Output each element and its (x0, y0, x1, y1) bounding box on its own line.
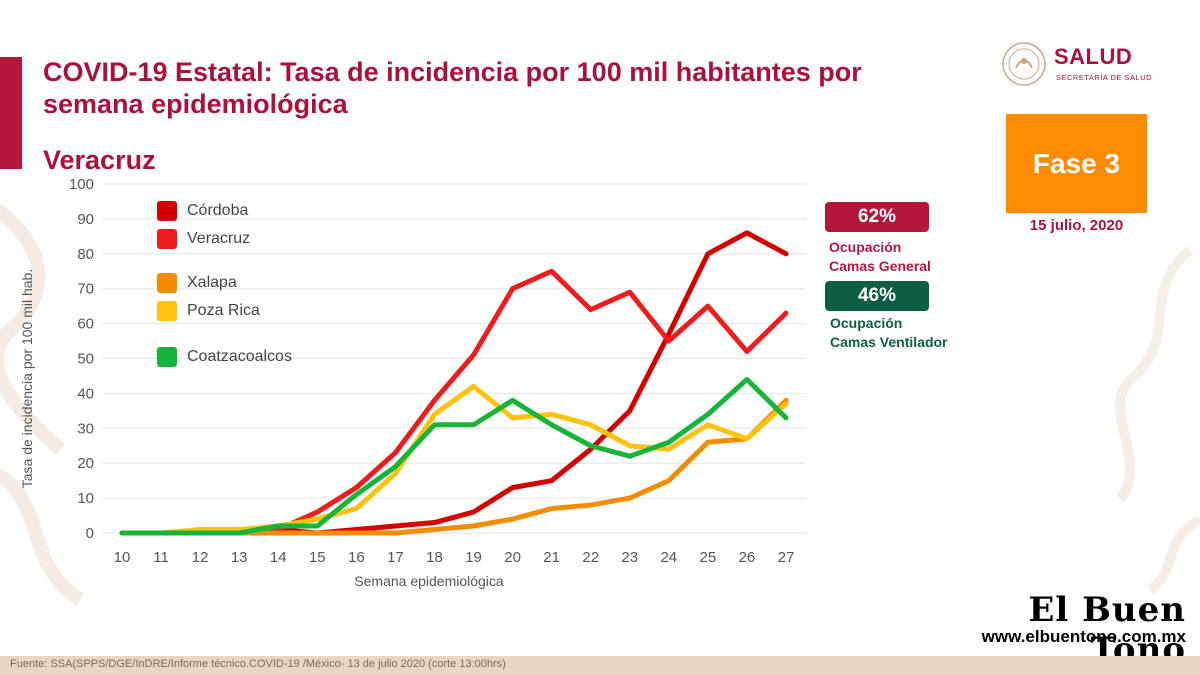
x-tick-label: 10 (114, 549, 131, 566)
chart-legend: Córdoba Veracruz Xalapa Poza Rica Coatzacoal… (157, 200, 357, 380)
x-tick-label: 27 (778, 549, 795, 566)
brand-url: www.elbuentono.com.mx (981, 627, 1186, 646)
x-tick-label: 11 (153, 549, 169, 566)
x-tick-label: 24 (660, 549, 677, 566)
legend-label: Xalapa (187, 274, 237, 291)
y-tick-label: 10 (77, 490, 94, 507)
page-title: COVID-19 Estatal: Tasa de incidencia por… (43, 57, 862, 119)
source-note: Fuente: SSA(SPPS/DGE/InDRE/Informe técni… (10, 658, 506, 670)
x-tick-label: 25 (700, 549, 717, 566)
y-tick-label: 40 (77, 385, 94, 402)
occupancy-ventilator-badge: 46% (825, 281, 929, 311)
x-tick-label: 14 (270, 549, 287, 566)
occupancy-general-badge: 62% (825, 202, 929, 232)
y-tick-label: 20 (77, 455, 94, 472)
y-tick-label: 0 (86, 525, 94, 542)
occupancy-ventilator-label: Ocupación Camas Ventilador (830, 314, 1030, 352)
x-tick-label: 12 (192, 549, 209, 566)
footer-bar: Fuente: SSA(SPPS/DGE/InDRE/Informe técni… (0, 656, 1200, 675)
legend-label: Poza Rica (187, 302, 260, 319)
x-tick-label: 16 (348, 549, 365, 566)
legend-item: Córdoba (157, 200, 248, 222)
x-tick-label: 26 (739, 549, 756, 566)
occupancy-general-label-line2: Camas General (829, 258, 931, 274)
occupancy-ventilator-label-line2: Camas Ventilador (830, 334, 948, 350)
y-tick-label: 80 (77, 246, 94, 263)
x-tick-label: 20 (504, 549, 521, 566)
y-tick-label: 30 (77, 420, 94, 437)
y-tick-label: 50 (77, 351, 94, 368)
accent-bar (0, 57, 22, 169)
legend-item: Coatzacoalcos (157, 346, 292, 368)
legend-swatch (157, 201, 177, 221)
x-tick-label: 15 (309, 549, 326, 566)
legend-item: Poza Rica (157, 300, 260, 322)
y-tick-label: 100 (69, 176, 94, 193)
x-tick-label: 21 (543, 549, 560, 566)
salud-logo: SALUD SECRETARÍA DE SALUD (1000, 40, 1160, 90)
legend-label: Coatzacoalcos (187, 348, 292, 365)
series-line-poza-rica (119, 383, 789, 536)
legend-swatch (157, 273, 177, 293)
legend-label: Córdoba (187, 202, 249, 219)
y-axis-label: Tasa de incidencia por 100 mil hab. (19, 269, 35, 488)
x-tick-label: 19 (465, 549, 482, 566)
occupancy-ventilator-label-line1: Ocupación (830, 315, 903, 331)
x-tick-label: 17 (387, 549, 404, 566)
logo-name: SALUD (1054, 44, 1133, 69)
occupancy-general-label-line1: Ocupación (829, 239, 902, 255)
x-tick-label: 22 (582, 549, 599, 566)
y-tick-label: 60 (77, 316, 94, 333)
legend-item: Veracruz (157, 228, 250, 250)
logo-subtitle: SECRETARÍA DE SALUD (1056, 73, 1153, 82)
series-line-coatzacoalcos (119, 376, 789, 536)
x-tick-label: 18 (426, 549, 443, 566)
phase-date: 15 julio, 2020 (1029, 217, 1124, 234)
x-tick-label: 23 (621, 549, 638, 566)
legend-item: Xalapa (157, 272, 237, 294)
x-tick-label: 13 (231, 549, 248, 566)
legend-swatch (157, 229, 177, 249)
seal-icon (1002, 42, 1046, 86)
phase-badge: Fase 3 (1006, 114, 1147, 213)
occupancy-general-label: Ocupación Camas General (829, 238, 1029, 276)
y-tick-label: 70 (77, 281, 94, 298)
legend-label: Veracruz (187, 230, 251, 247)
legend-swatch (157, 347, 177, 367)
series-line-xalapa (119, 397, 789, 536)
y-tick-label: 90 (77, 211, 94, 228)
state-subtitle: Veracruz (43, 145, 156, 175)
legend-swatch (157, 301, 177, 321)
x-axis-label: Semana epidemiológica (354, 573, 504, 589)
